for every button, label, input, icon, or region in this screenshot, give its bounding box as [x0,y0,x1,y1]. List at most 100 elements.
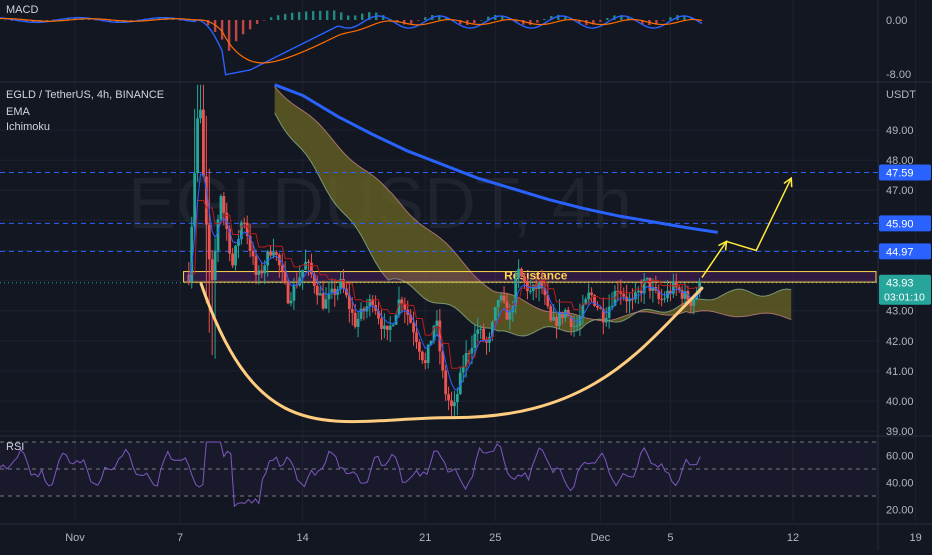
macd-histogram-bar [10,20,14,21]
last-price-badge[interactable] [879,274,931,305]
resistance-rectangle[interactable] [183,271,877,283]
date-tick-label: 5 [667,532,673,544]
indicator-ichimoku[interactable]: Ichimoku [6,121,51,133]
candle-body [563,309,567,318]
macd-histogram-bar [480,19,483,21]
candle-body [604,317,608,323]
candle-body [356,318,360,327]
rsi-line[interactable] [0,441,701,508]
projection-path[interactable] [701,177,792,279]
rsi-tick-label: 40.00 [886,478,914,490]
macd-histogram-bar [592,20,595,25]
candle-body [575,325,579,327]
candle-body [210,259,214,281]
candle-body [683,291,687,299]
candle-body [444,370,448,395]
ema-line[interactable] [274,83,718,234]
macd-histogram-bar [501,15,504,20]
macd-histogram-bar [627,17,630,20]
macd-histogram-bar [459,20,462,25]
horizontal-levels [0,171,878,284]
candle-body [292,284,296,301]
leading-span-a [274,112,792,337]
candle-body [517,268,521,279]
macd-histogram-bar [283,13,287,20]
candle-body [277,254,281,266]
candle-body [234,245,237,266]
candle-body [289,300,293,304]
candle-body [382,325,386,329]
macd-histogram-bar [368,12,371,20]
candle-body [642,279,646,294]
candle-body [371,299,375,306]
macd-histogram-bar [382,15,385,20]
macd-histogram-bar [353,15,357,20]
macd-histogram-bar [332,10,336,20]
candle-body [339,279,343,290]
candle-body [248,235,252,252]
level-price-badge[interactable] [879,243,931,260]
candle-body [415,332,418,343]
candle-body [242,222,246,224]
macd-histogram-bar [66,18,70,20]
candle-body [686,291,690,301]
date-tick-label: Dec [591,532,611,544]
candle-body [228,228,232,254]
price-tick-label: 40.00 [886,396,914,408]
date-tick-label: Nov [65,532,85,544]
cup-curve-path[interactable] [199,282,704,424]
level-price-text: 47.59 [886,167,914,179]
projection-arrowhead-end [783,176,793,188]
rsi-tick-label: 60.00 [886,451,914,463]
candle-body [345,288,348,296]
candle-body [523,276,526,282]
macd-histogram-bar [599,20,602,22]
candle-body [426,344,430,363]
candle-body [342,279,345,289]
macd-histogram-bar [325,10,329,20]
candle-body [628,299,631,302]
macd-histogram-bar [297,12,301,20]
candle-body [566,309,570,316]
candle-body [312,274,316,286]
candle-body [353,312,357,327]
candle-body [467,353,471,355]
candle-body [213,250,217,281]
candle-body [380,318,383,329]
candle-body [622,293,626,297]
ichimoku-cloud [274,86,792,337]
candle-body [301,269,305,278]
candle-body [549,306,553,321]
projection-arrow [701,176,793,279]
macd-label[interactable]: MACD [6,4,39,16]
level-price-badge[interactable] [879,215,931,232]
rsi-label[interactable]: RSI [6,441,25,453]
candle-body [663,298,666,300]
candle-body [307,261,310,263]
date-tick-label: 19 [909,532,921,544]
symbol-title[interactable]: EGLD / TetherUS, 4h, BINANCE [6,89,165,101]
candle-body [666,290,669,299]
indicator-lines [188,83,718,392]
candle-body [593,295,596,306]
candle-body [193,173,197,227]
candle-body [441,351,445,371]
candle-body [429,340,433,345]
macd-histogram-bar [255,20,259,24]
candle-body [651,286,655,291]
candle-body [315,285,319,296]
indicator-ema[interactable]: EMA [6,106,30,118]
candle-body [476,329,480,334]
candle-body [569,315,573,327]
candle-body [222,196,226,213]
candle-body [508,312,512,320]
level-price-badge[interactable] [879,164,931,181]
candle-body [219,196,223,220]
price-tick-label: 47.00 [886,185,914,197]
macd-histogram-bar [24,20,28,22]
candle-body [555,317,558,326]
macd-histogram-bar [227,20,231,51]
candle-body [368,299,372,307]
